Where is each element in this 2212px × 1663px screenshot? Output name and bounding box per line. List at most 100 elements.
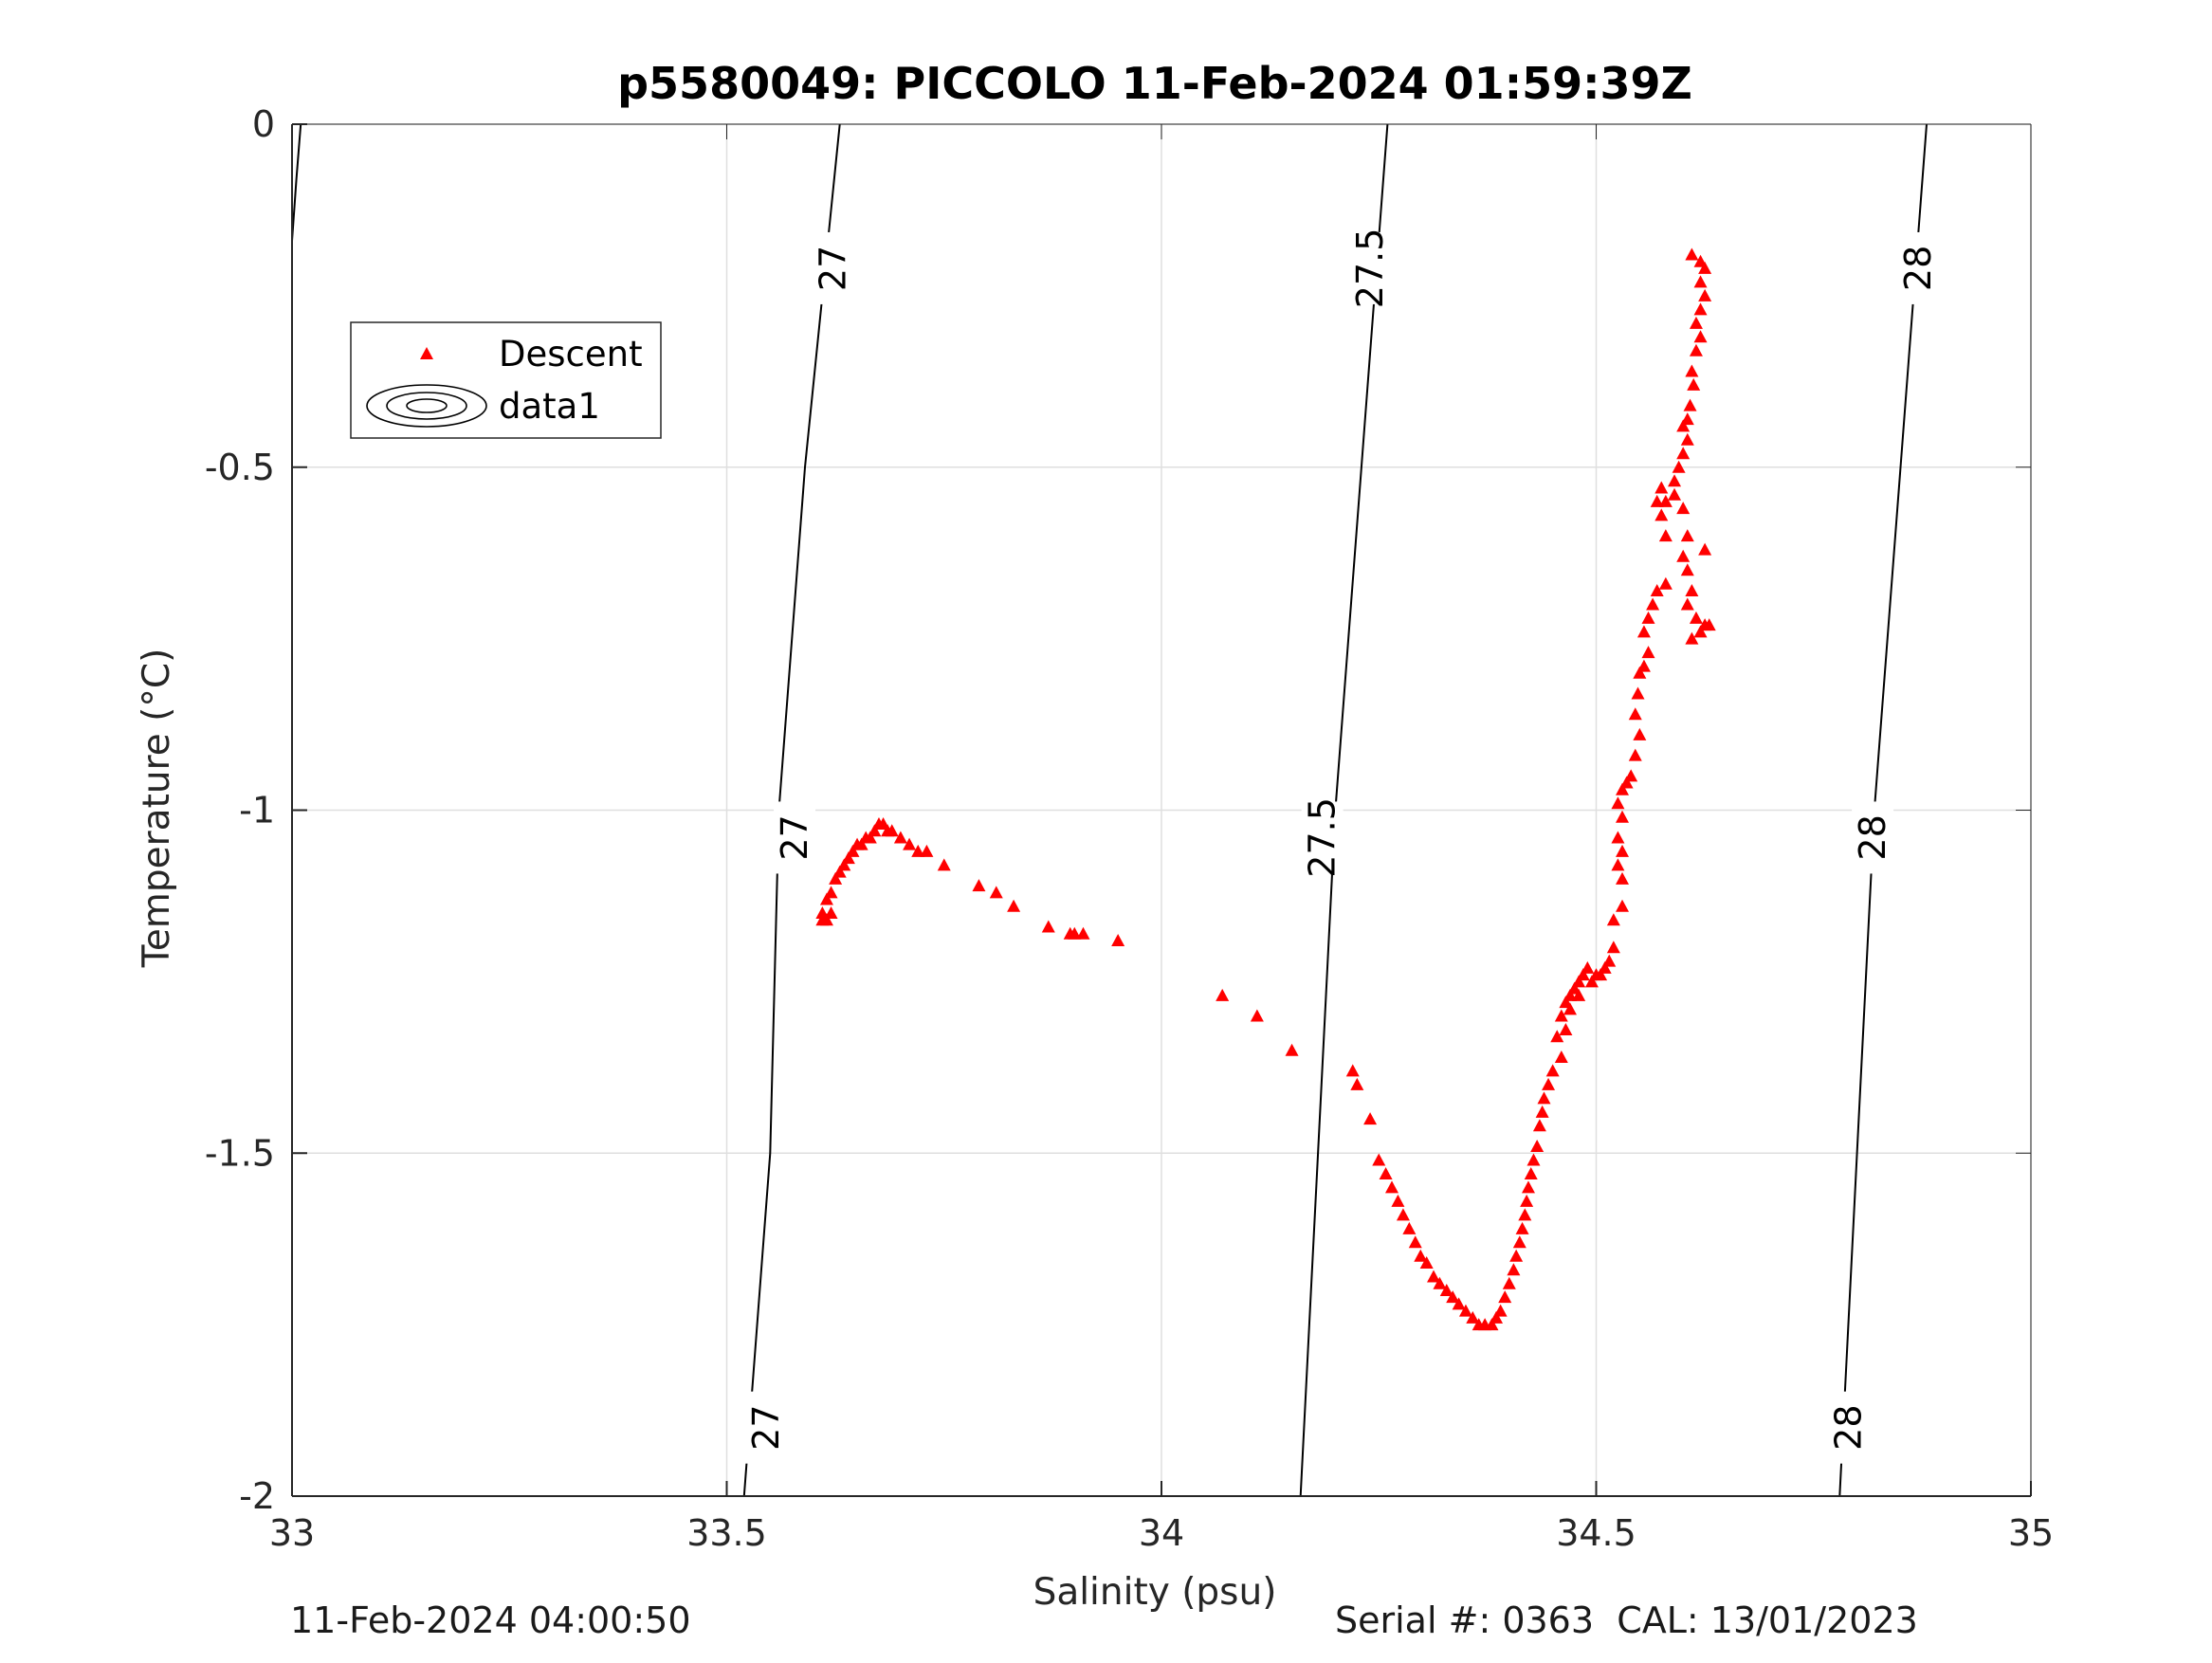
contour-label-bg bbox=[1349, 231, 1392, 304]
data-point bbox=[1063, 926, 1077, 940]
data-point bbox=[1668, 487, 1682, 501]
data-point bbox=[1396, 1208, 1410, 1221]
legend-box bbox=[350, 321, 662, 439]
contour-label-bg bbox=[1896, 231, 1939, 304]
data-point bbox=[903, 837, 917, 850]
contour-line bbox=[291, 123, 302, 242]
data-point bbox=[1685, 631, 1699, 645]
data-point bbox=[1530, 1140, 1545, 1153]
data-point bbox=[1680, 597, 1694, 611]
data-point bbox=[1472, 1318, 1486, 1331]
data-point bbox=[1693, 302, 1708, 316]
data-point bbox=[1502, 1276, 1516, 1289]
data-point bbox=[1509, 1249, 1524, 1262]
data-point bbox=[1285, 1043, 1299, 1056]
data-point bbox=[1458, 1304, 1472, 1317]
contour-lines: 27 27 27 27.5 27.5 28 28 28 bbox=[291, 123, 1939, 1497]
data-point bbox=[1521, 1180, 1535, 1194]
x-tick-label: 33.5 bbox=[686, 1512, 767, 1554]
data-point bbox=[1693, 275, 1708, 288]
x-tick-label: 33 bbox=[269, 1512, 315, 1554]
contour-label-bg bbox=[744, 1391, 787, 1464]
y-tick-label: -2 bbox=[239, 1475, 275, 1517]
data-point bbox=[1654, 508, 1669, 521]
data-point bbox=[829, 871, 843, 885]
data-point bbox=[1439, 1283, 1453, 1296]
legend-descent-label: Descent bbox=[499, 334, 643, 375]
axes bbox=[291, 123, 2032, 1497]
data-point bbox=[1636, 625, 1651, 638]
contour-label: 27 bbox=[774, 814, 815, 860]
data-point bbox=[1408, 1235, 1422, 1249]
data-point bbox=[1611, 831, 1625, 844]
data-point bbox=[1345, 1064, 1360, 1077]
y-tick-label: 0 bbox=[252, 103, 275, 145]
contour-label: 27 bbox=[812, 246, 853, 291]
data-point bbox=[1628, 707, 1642, 721]
data-point bbox=[1616, 899, 1630, 912]
data-point bbox=[1554, 1009, 1568, 1022]
data-point bbox=[1007, 899, 1021, 912]
legend-contour-marker bbox=[366, 384, 487, 428]
data-point bbox=[1550, 1030, 1564, 1043]
data-point bbox=[1685, 364, 1699, 377]
data-point bbox=[1650, 494, 1664, 507]
data-point bbox=[1698, 261, 1712, 274]
data-point bbox=[1672, 460, 1686, 473]
data-point bbox=[1572, 988, 1586, 1001]
legend-contour-marker bbox=[406, 398, 448, 413]
contour-label: 27.5 bbox=[1302, 797, 1344, 878]
data-point bbox=[1385, 1180, 1399, 1194]
data-point bbox=[1641, 611, 1655, 624]
data-point bbox=[1563, 1002, 1577, 1015]
data-point bbox=[881, 824, 895, 837]
data-point bbox=[1391, 1194, 1405, 1207]
footer-serial-cal: Serial #: 0363 CAL: 13/01/2023 bbox=[1335, 1599, 1918, 1641]
data-point bbox=[920, 844, 934, 857]
data-point bbox=[1689, 316, 1703, 329]
data-point bbox=[1658, 494, 1673, 507]
data-point bbox=[1554, 1050, 1568, 1063]
contour-label: 27 bbox=[745, 1404, 787, 1450]
data-point bbox=[1537, 1091, 1551, 1105]
data-point bbox=[1419, 1256, 1434, 1270]
data-point bbox=[1680, 529, 1694, 542]
data-point bbox=[1668, 474, 1682, 487]
data-point bbox=[1616, 844, 1630, 857]
data-point bbox=[1515, 1221, 1529, 1234]
footer-timestamp: 11-Feb-2024 04:00:50 bbox=[290, 1599, 691, 1641]
chart-title: p5580049: PICCOLO 11-Feb-2024 01:59:39Z bbox=[617, 58, 1692, 109]
y-axis-label: Temperature (°C) bbox=[136, 649, 178, 969]
data-point bbox=[911, 844, 925, 857]
data-point bbox=[1427, 1270, 1441, 1283]
data-point bbox=[1633, 727, 1647, 740]
data-point bbox=[1507, 1263, 1521, 1276]
data-point bbox=[1631, 686, 1645, 700]
contour-label-bg bbox=[1827, 1391, 1870, 1464]
data-point bbox=[1633, 666, 1647, 679]
data-point bbox=[1250, 1009, 1264, 1022]
x-tick-label: 34 bbox=[1139, 1512, 1184, 1554]
x-tick-label: 34.5 bbox=[1556, 1512, 1636, 1554]
x-axis-label: Salinity (psu) bbox=[1033, 1571, 1277, 1614]
data-point bbox=[893, 831, 907, 844]
data-point bbox=[1584, 975, 1599, 988]
contour-label-bg bbox=[1852, 801, 1894, 874]
data-point bbox=[1216, 988, 1230, 1001]
data-point bbox=[1685, 247, 1699, 261]
data-point bbox=[1641, 646, 1655, 659]
data-point bbox=[1628, 748, 1642, 761]
y-tick-label: -0.5 bbox=[205, 447, 275, 488]
data-point bbox=[1693, 625, 1708, 638]
data-point bbox=[1616, 782, 1630, 795]
data-point bbox=[1676, 549, 1691, 562]
data-point bbox=[1532, 1119, 1546, 1132]
data-point bbox=[1676, 502, 1691, 515]
data-point bbox=[1559, 1023, 1573, 1036]
data-point bbox=[1518, 1208, 1532, 1221]
legend: Descent data1 bbox=[350, 321, 662, 439]
contour-label: 28 bbox=[1852, 814, 1893, 860]
data-point bbox=[815, 913, 830, 926]
